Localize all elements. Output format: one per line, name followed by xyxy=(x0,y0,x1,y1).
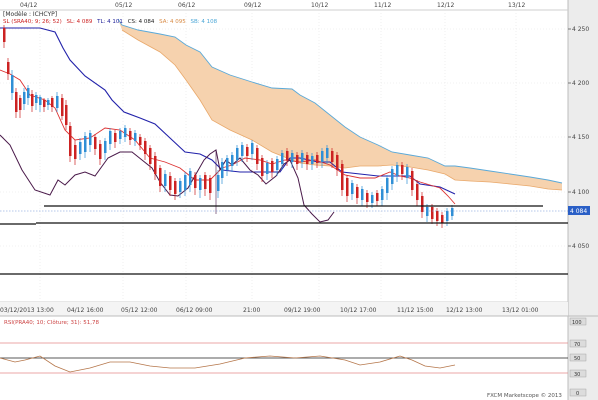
rsi-axis-label: 0 xyxy=(576,391,579,397)
price-axis-label: 4 150 xyxy=(572,134,589,141)
current-price-tag xyxy=(568,206,590,215)
time-label: 06/12 09:00 xyxy=(176,307,213,314)
time-label: 09/12 19:00 xyxy=(284,307,321,314)
time-label: 12/12 13:00 xyxy=(446,307,483,314)
candles xyxy=(3,25,454,228)
top-date-label: 06/12 xyxy=(178,2,195,9)
rsi-line xyxy=(0,355,456,373)
price-axis-label: 4 200 xyxy=(572,80,589,87)
rsi-axis-label: 30 xyxy=(574,372,580,378)
current-price-label: 4 084 xyxy=(570,208,587,215)
time-label: 11/12 15:00 xyxy=(397,307,434,314)
rsi-label: RSI(PRA40; 10; Clôture; 31): 51,78 xyxy=(4,319,99,326)
senkou-span-b xyxy=(117,18,563,184)
top-date-label: 09/12 xyxy=(244,2,261,9)
price-axis-label: 4 250 xyxy=(572,26,589,33)
rsi-axis-box xyxy=(569,317,587,326)
model-title: [Modèle : ICHCYP] xyxy=(3,11,57,18)
time-axis-band xyxy=(0,302,568,316)
support-lines xyxy=(0,205,568,275)
top-date-label: 12/12 xyxy=(437,2,454,9)
price-axis-label: 4 100 xyxy=(572,189,589,196)
chikou-span xyxy=(0,134,335,223)
top-date-label: 10/12 xyxy=(311,2,328,9)
price-axis-panel xyxy=(568,0,598,400)
legend-tl: TL: 4 101 xyxy=(96,19,123,25)
rsi-axis-box xyxy=(569,339,587,348)
rsi-axis-box xyxy=(569,369,587,378)
legend-sa: SA: 4 095 xyxy=(159,19,186,25)
copyright-label: FXCM Marketscope © 2013 xyxy=(487,392,562,399)
legend-cs: CS: 4 084 xyxy=(128,19,155,25)
top-date-label: 04/12 xyxy=(20,2,37,9)
legend-sb: SB: 4 108 xyxy=(190,19,217,25)
indicator-legend: SL (SRA40; 9; 26; 52) SL: 4 089 TL: 4 10… xyxy=(3,19,218,25)
price-axis: 4 250 4 200 4 150 4 100 4 050 xyxy=(568,26,589,250)
price-axis-label: 4 050 xyxy=(572,243,589,250)
top-date-label: 05/12 xyxy=(115,2,132,9)
rsi-axis-label: 50 xyxy=(574,356,580,362)
time-label: 10/12 17:00 xyxy=(340,307,377,314)
rsi-axis-box-50 xyxy=(569,353,587,362)
rsi-axis-box xyxy=(569,388,587,397)
ichimoku-cloud xyxy=(118,19,562,190)
top-date-label: 13/12 xyxy=(508,2,525,9)
rsi-axis-label: 100 xyxy=(572,320,582,326)
time-label: 13/12 01:00 xyxy=(502,307,539,314)
legend-sl-params: SL (SRA40; 9; 26; 52) xyxy=(3,19,62,25)
time-label: 05/12 12:00 xyxy=(121,307,158,314)
rsi-axis-label: 70 xyxy=(574,342,580,348)
time-label: 03/12/2013 13:00 xyxy=(0,307,54,314)
time-label: 04/12 16:00 xyxy=(67,307,104,314)
top-date-label: 11/12 xyxy=(374,2,391,9)
time-label: 21:00 xyxy=(243,307,260,314)
legend-sl: SL: 4 089 xyxy=(67,19,93,25)
